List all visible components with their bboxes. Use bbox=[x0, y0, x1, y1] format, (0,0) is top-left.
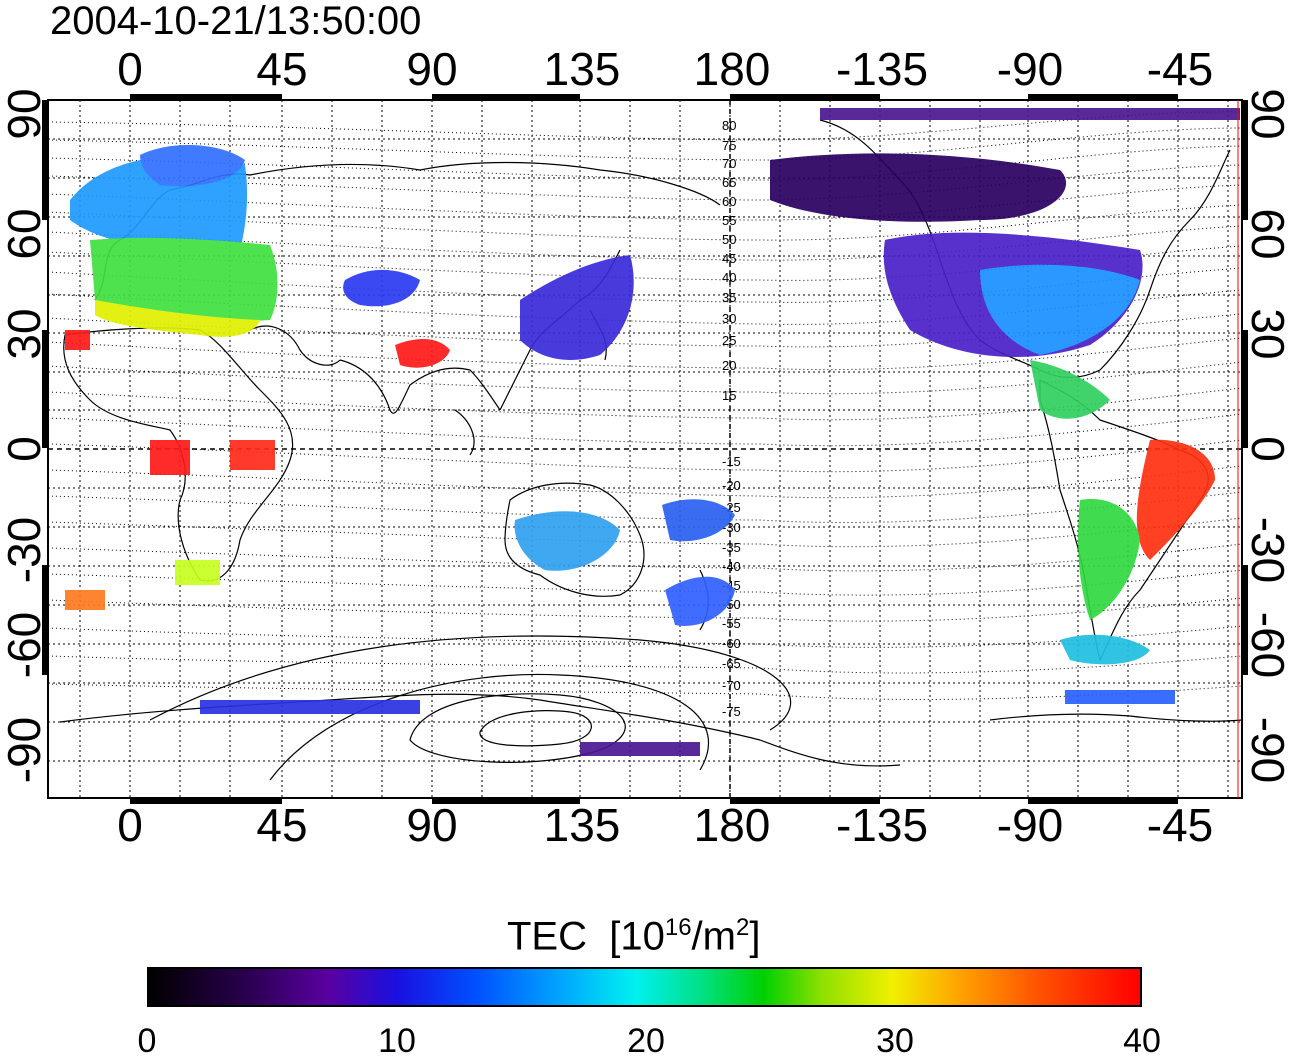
contour-label-minus70: -70 bbox=[722, 678, 741, 693]
lon-top-90: 90 bbox=[406, 43, 458, 95]
contour-label-minus15: -15 bbox=[722, 454, 741, 469]
contour-label-45: 45 bbox=[722, 251, 736, 266]
frame-ticks bbox=[42, 94, 1248, 804]
tec-patch-central-america bbox=[1030, 360, 1110, 419]
colorbar-tick-30: 30 bbox=[876, 1022, 914, 1060]
lon-top-135: 135 bbox=[543, 43, 621, 95]
lon-top-minus135: -135 bbox=[835, 43, 929, 95]
tec-patch-atlantic bbox=[65, 590, 105, 610]
colorbar-title: TEC [1016/m2] bbox=[507, 905, 760, 959]
contour-label-minus55: -55 bbox=[722, 616, 741, 631]
tec-patch-arctic-canada bbox=[770, 153, 1067, 222]
contour-labels: 80 75 70 65 60 55 50 45 40 35 30 25 20 1… bbox=[722, 118, 741, 719]
contour-label-35: 35 bbox=[722, 290, 736, 305]
timestamp: 2004-10-21/13:50:00 bbox=[50, 0, 422, 43]
tec-patch-australia bbox=[514, 511, 620, 571]
south-polar-contours bbox=[149, 635, 792, 781]
contour-label-75: 75 bbox=[722, 138, 736, 153]
tec-patch-east-asia bbox=[520, 255, 634, 360]
tec-data-patches bbox=[65, 108, 1240, 756]
tec-patch-antarctica-1 bbox=[200, 700, 420, 714]
tec-patch-patagonia bbox=[1060, 634, 1150, 665]
tec-patch-west-africa bbox=[65, 330, 90, 350]
tec-patch-new-zealand bbox=[665, 576, 735, 626]
colorbar-tick-0: 0 bbox=[137, 1022, 157, 1060]
tec-patch-antarctica-3 bbox=[1065, 690, 1175, 704]
tec-patch-europe-mid bbox=[90, 237, 278, 322]
tec-patch-africa-3 bbox=[175, 560, 220, 585]
lon-top-0: 0 bbox=[117, 43, 143, 95]
contour-label-50: 50 bbox=[722, 232, 736, 247]
lon-bottom-90: 90 bbox=[406, 799, 458, 851]
contour-label-30: 30 bbox=[722, 311, 736, 326]
lon-bottom-180: 180 bbox=[693, 799, 771, 851]
tec-patch-pacific bbox=[662, 499, 735, 542]
contour-label-minus40: -40 bbox=[722, 559, 741, 574]
lon-top-minus45: -45 bbox=[1146, 43, 1214, 95]
tec-patch-scandinavia bbox=[140, 144, 245, 187]
lon-top-180: 180 bbox=[693, 43, 771, 95]
tec-patch-antarctica-4 bbox=[820, 108, 1240, 120]
lon-bottom-minus45: -45 bbox=[1146, 799, 1214, 851]
contour-label-65: 65 bbox=[722, 175, 736, 190]
lon-bottom-45: 45 bbox=[256, 799, 308, 851]
colorbar-unit-base: [10 bbox=[609, 914, 665, 959]
lon-top-minus90: -90 bbox=[996, 43, 1064, 95]
tec-patch-africa-2 bbox=[230, 440, 275, 470]
tec-patch-brazil bbox=[1136, 439, 1215, 560]
lon-top-45: 45 bbox=[256, 43, 308, 95]
contour-label-minus20: -20 bbox=[722, 478, 741, 493]
tec-patch-antarctica-2 bbox=[580, 742, 700, 756]
contour-label-minus65: -65 bbox=[722, 656, 741, 671]
contour-label-40: 40 bbox=[722, 270, 736, 285]
colorbar-unit-exp2: 2 bbox=[735, 914, 750, 941]
contour-label-minus75: -75 bbox=[722, 704, 741, 719]
tec-patch-india bbox=[395, 338, 450, 368]
tec-patch-central-asia bbox=[343, 269, 420, 307]
tec-patch-us-east bbox=[980, 264, 1140, 355]
contour-label-25: 25 bbox=[722, 333, 736, 348]
tec-patch-africa-1 bbox=[150, 440, 190, 475]
colorbar-title-text: TEC bbox=[507, 914, 587, 959]
contour-label-20: 20 bbox=[722, 358, 736, 373]
tec-patch-south-america-west bbox=[1078, 499, 1140, 620]
contour-label-15: 15 bbox=[722, 388, 736, 403]
contour-label-80: 80 bbox=[722, 118, 736, 133]
colorbar-tick-40: 40 bbox=[1123, 1022, 1161, 1060]
colorbar-unit-exp: 16 bbox=[664, 914, 692, 941]
tec-patch-europe-south bbox=[95, 300, 260, 337]
contour-label-70: 70 bbox=[722, 156, 736, 171]
tec-world-map: 80 75 70 65 60 55 50 45 40 35 30 25 20 1… bbox=[42, 94, 1248, 804]
colorbar-tick-10: 10 bbox=[378, 1022, 416, 1060]
colorbar-unit-end: ] bbox=[749, 914, 761, 959]
contour-label-55: 55 bbox=[722, 213, 736, 228]
contour-label-minus35: -35 bbox=[722, 540, 741, 555]
lon-bottom-135: 135 bbox=[543, 799, 621, 851]
lon-bottom-0: 0 bbox=[117, 799, 143, 851]
colorbar-unit-mid: /m bbox=[691, 914, 736, 959]
contour-label-60: 60 bbox=[722, 194, 736, 209]
lon-bottom-minus90: -90 bbox=[996, 799, 1064, 851]
contour-label-minus60: -60 bbox=[722, 636, 741, 651]
lon-bottom-minus135: -135 bbox=[835, 799, 929, 851]
colorbar-tick-20: 20 bbox=[627, 1022, 665, 1060]
colorbar bbox=[147, 967, 1142, 1007]
